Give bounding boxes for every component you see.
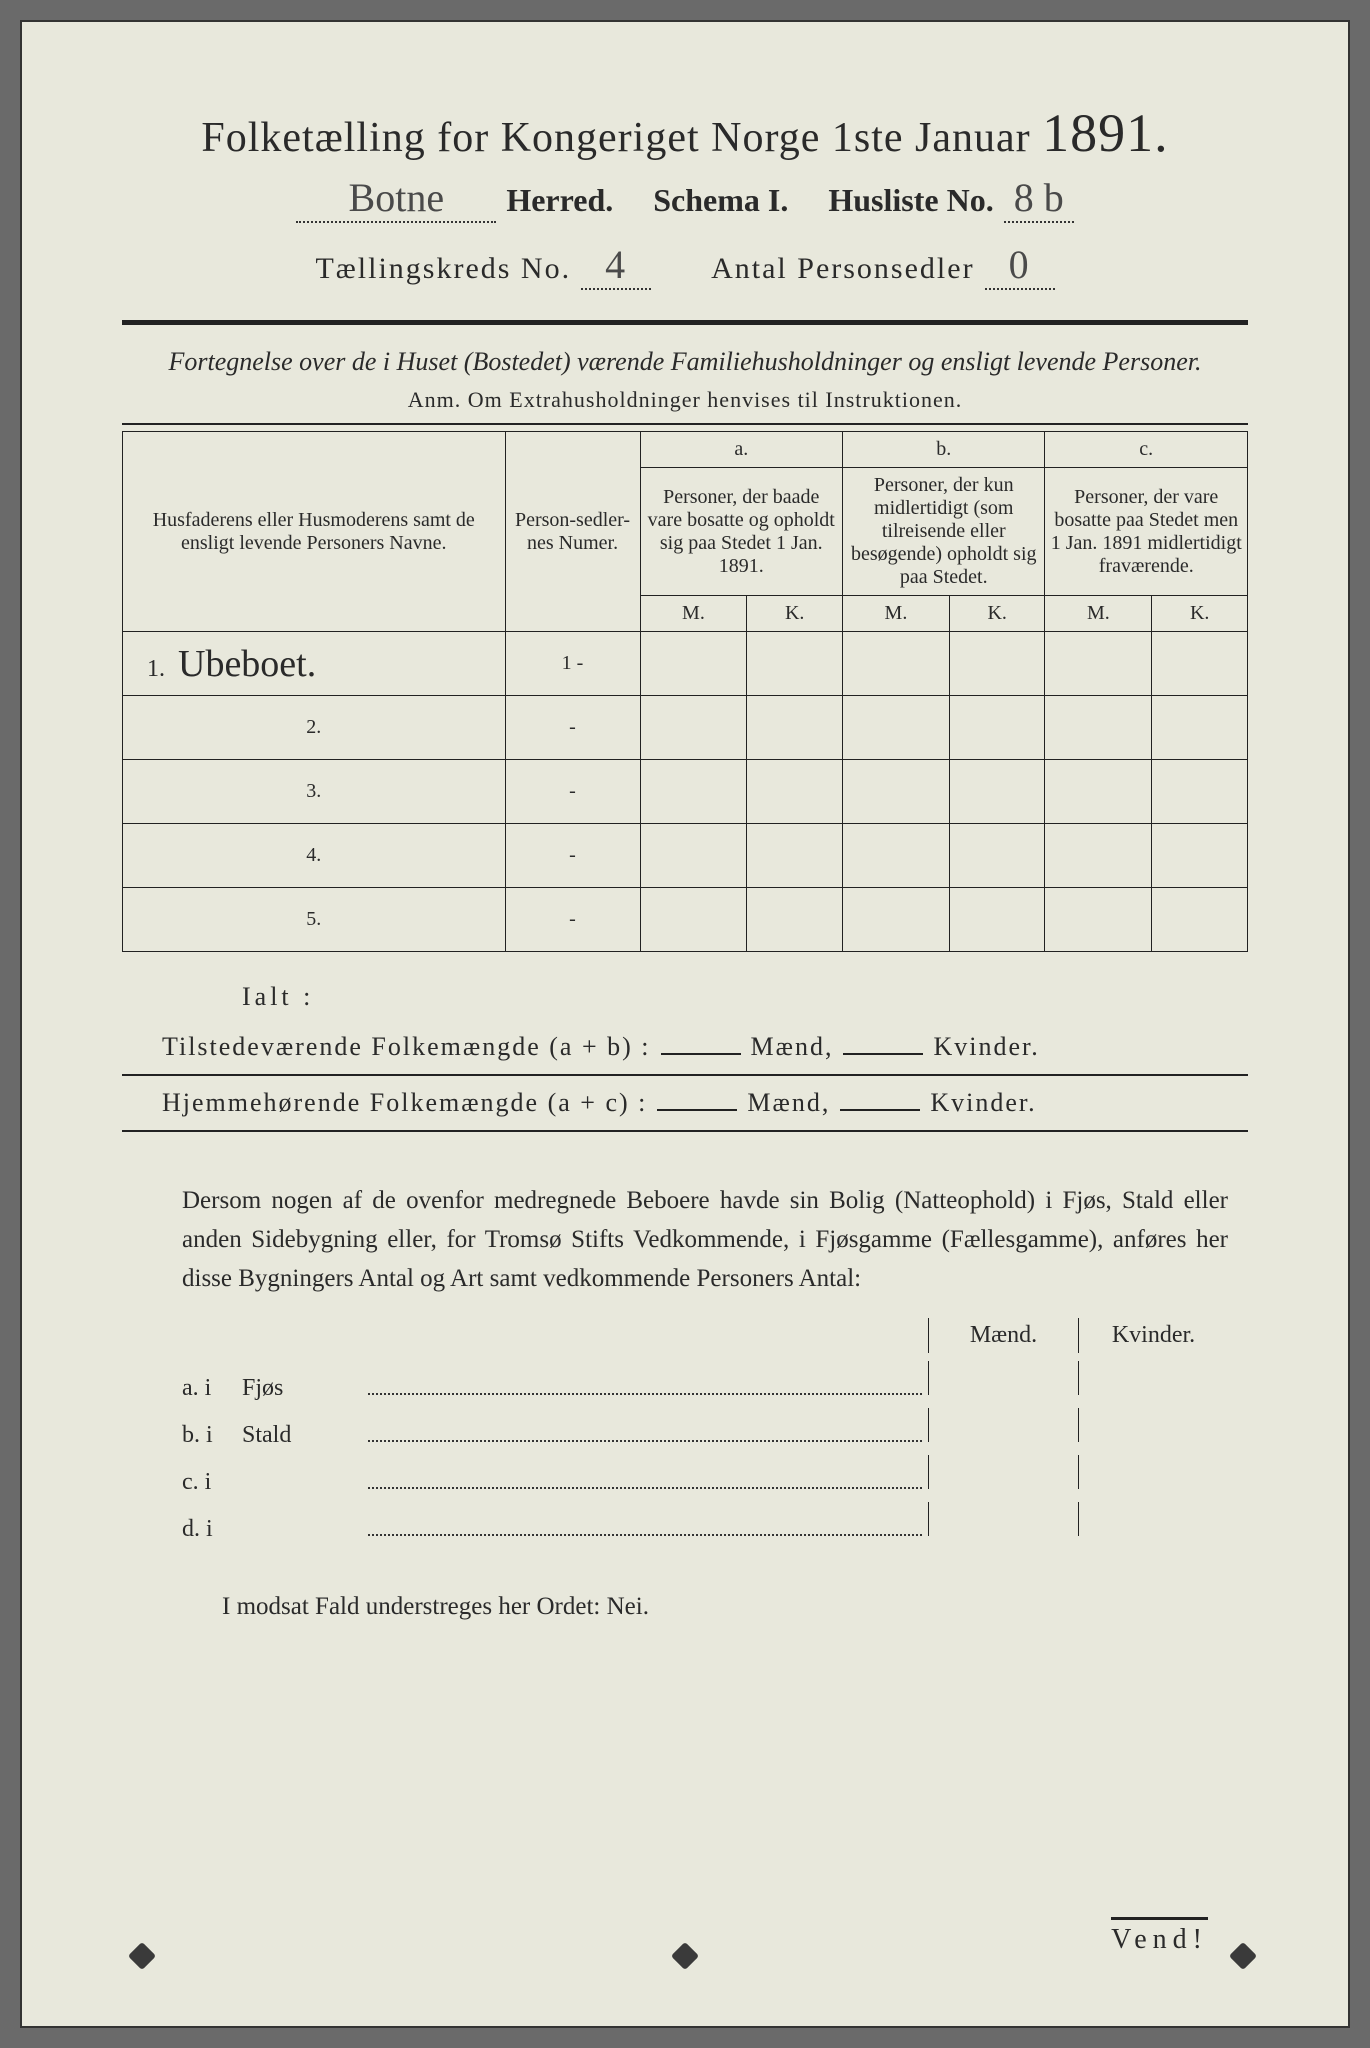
th-a-k: K. bbox=[747, 596, 843, 632]
census-form-page: Folketælling for Kongeriget Norge 1ste J… bbox=[20, 20, 1350, 2028]
nei-line: I modsat Fald understreges her Ordet: Ne… bbox=[222, 1593, 1248, 1621]
table-row: 3. - bbox=[123, 760, 1248, 824]
building-row: d. i bbox=[182, 1502, 1228, 1543]
sum1-label: Tilstedeværende Folkemængde (a + b) : bbox=[162, 1032, 651, 1062]
th-num: Person-sedler-nes Numer. bbox=[505, 432, 640, 632]
punch-hole-icon bbox=[128, 1942, 156, 1970]
row-1-num: 1 - bbox=[505, 632, 640, 696]
sum2-label: Hjemmehørende Folkemængde (a + c) : bbox=[162, 1088, 647, 1118]
vend-label: Vend! bbox=[1111, 1917, 1208, 1956]
sum1-maend: Mænd, bbox=[751, 1032, 834, 1062]
personsedler-value: 0 bbox=[985, 241, 1055, 290]
row-5-n: 5. bbox=[123, 888, 506, 952]
title-year: 1891. bbox=[1042, 103, 1169, 163]
herred-label: Herred. bbox=[506, 182, 613, 219]
th-b: Personer, der kun midlertidigt (som tilr… bbox=[843, 468, 1045, 596]
building-d-label: d. i bbox=[182, 1516, 242, 1543]
row-2-n: 2. bbox=[123, 696, 506, 760]
row-2-num: - bbox=[505, 696, 640, 760]
building-row: c. i bbox=[182, 1455, 1228, 1496]
th-a-m: M. bbox=[640, 596, 747, 632]
sum-line-1: Tilstedeværende Folkemængde (a + b) : Mæ… bbox=[162, 1032, 1248, 1062]
punch-hole-icon bbox=[1229, 1942, 1257, 1970]
sum1-kvinder: Kvinder. bbox=[933, 1032, 1039, 1062]
building-a-label: a. i bbox=[182, 1375, 242, 1402]
sum-divider-2 bbox=[122, 1130, 1248, 1132]
building-a-type: Fjøs bbox=[242, 1375, 362, 1402]
th-names: Husfaderens eller Husmoderens samt de en… bbox=[123, 432, 506, 632]
building-row: a. i Fjøs bbox=[182, 1361, 1228, 1402]
sum2-m-blank bbox=[657, 1109, 737, 1111]
table-row: 2. - bbox=[123, 696, 1248, 760]
header-row-3: Tællingskreds No. 4 Antal Personsedler 0 bbox=[122, 241, 1248, 290]
building-kvinder-label: Kvinder. bbox=[1078, 1318, 1228, 1353]
th-b-k: K. bbox=[949, 596, 1045, 632]
table-row: 5. - bbox=[123, 888, 1248, 952]
sum-line-2: Hjemmehørende Folkemængde (a + c) : Mænd… bbox=[162, 1088, 1248, 1118]
subtitle: Fortegnelse over de i Huset (Bostedet) v… bbox=[122, 347, 1248, 377]
row-3-num: - bbox=[505, 760, 640, 824]
table-row: 4. - bbox=[123, 824, 1248, 888]
census-table: Husfaderens eller Husmoderens samt de en… bbox=[122, 431, 1248, 952]
th-c-k: K. bbox=[1152, 596, 1248, 632]
sum-divider bbox=[122, 1074, 1248, 1076]
building-paragraph: Dersom nogen af de ovenfor medregnede Be… bbox=[182, 1182, 1228, 1298]
building-c-label: c. i bbox=[182, 1469, 242, 1496]
row-1-name: Ubeboet. bbox=[170, 643, 316, 685]
sum1-m-blank bbox=[661, 1053, 741, 1055]
row-1-n: 1. bbox=[135, 656, 165, 682]
row-4-num: - bbox=[505, 824, 640, 888]
th-c: Personer, der vare bosatte paa Stedet me… bbox=[1045, 468, 1248, 596]
herred-value: Botne bbox=[296, 174, 496, 223]
divider-thin bbox=[122, 423, 1248, 425]
th-b-label: b. bbox=[843, 432, 1045, 468]
header-row-2: Botne Herred. Schema I. Husliste No. 8 b bbox=[122, 174, 1248, 223]
page-title: Folketælling for Kongeriget Norge 1ste J… bbox=[122, 102, 1248, 164]
sum1-k-blank bbox=[843, 1053, 923, 1055]
sum2-k-blank bbox=[840, 1109, 920, 1111]
row-5-num: - bbox=[505, 888, 640, 952]
punch-hole-icon bbox=[671, 1942, 699, 1970]
anm-note: Anm. Om Extrahusholdninger henvises til … bbox=[122, 387, 1248, 413]
ialt-label: Ialt : bbox=[242, 982, 1248, 1012]
building-b-label: b. i bbox=[182, 1422, 242, 1449]
building-section: Mænd. Kvinder. a. i Fjøs b. i Stald c. i… bbox=[182, 1318, 1228, 1543]
th-a-label: a. bbox=[640, 432, 842, 468]
building-maend-label: Mænd. bbox=[928, 1318, 1078, 1353]
schema-label: Schema I. bbox=[653, 182, 788, 219]
th-c-label: c. bbox=[1045, 432, 1248, 468]
building-b-type: Stald bbox=[242, 1422, 362, 1449]
kreds-label: Tællingskreds No. bbox=[315, 252, 571, 286]
husliste-label: Husliste No. bbox=[828, 182, 993, 219]
th-b-m: M. bbox=[843, 596, 950, 632]
divider-thick bbox=[122, 320, 1248, 325]
building-header: Mænd. Kvinder. bbox=[182, 1318, 1228, 1353]
th-a: Personer, der baade vare bosatte og opho… bbox=[640, 468, 842, 596]
row-4-n: 4. bbox=[123, 824, 506, 888]
row-3-n: 3. bbox=[123, 760, 506, 824]
table-row: 1. Ubeboet. 1 - bbox=[123, 632, 1248, 696]
building-row: b. i Stald bbox=[182, 1408, 1228, 1449]
title-main: Folketælling for Kongeriget Norge 1ste J… bbox=[201, 115, 1030, 161]
kreds-value: 4 bbox=[581, 241, 651, 290]
sum2-maend: Mænd, bbox=[747, 1088, 830, 1118]
personsedler-label: Antal Personsedler bbox=[711, 252, 974, 286]
th-c-m: M. bbox=[1045, 596, 1152, 632]
sum2-kvinder: Kvinder. bbox=[930, 1088, 1036, 1118]
husliste-value: 8 b bbox=[1004, 174, 1074, 223]
